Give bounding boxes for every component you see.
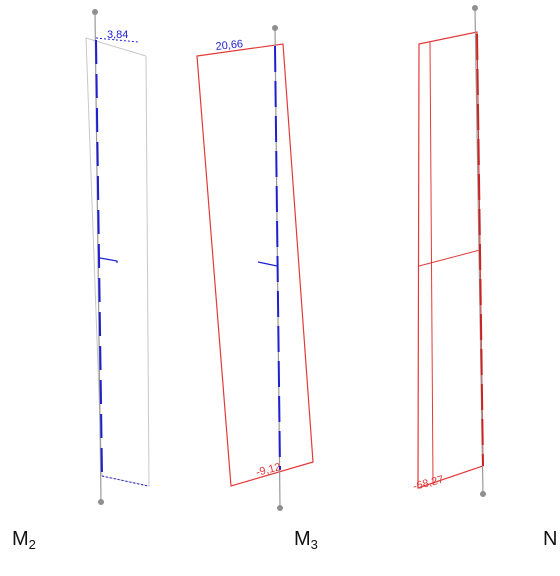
m3-crossing-marker: [257, 261, 278, 267]
m3-bottom-node: [277, 505, 283, 511]
caption-n-letter: N: [543, 528, 558, 550]
m3-bottom-value: -9,12: [255, 461, 282, 479]
n-mid-line: [418, 249, 481, 267]
n-diagram: -68,27: [412, 5, 486, 497]
n-top-node: [472, 5, 478, 11]
caption-m2-letter: M: [12, 528, 29, 550]
n-bottom-node: [480, 491, 486, 497]
caption-n: N: [543, 528, 557, 551]
m3-moment-outline: [196, 43, 314, 487]
m3-top-value: 20,66: [215, 38, 244, 53]
m2-dash-line: [95, 39, 103, 477]
n-force-outline: [417, 31, 484, 489]
m3-diagram: 20,66 -9,12: [196, 25, 314, 511]
m2-crossing-marker: [99, 257, 118, 263]
n-bottom-value: -68,27: [412, 474, 445, 493]
m2-bottom-node: [98, 499, 104, 505]
m2-top-value: 3,84: [107, 29, 128, 41]
m2-top-dotted-line: [95, 37, 139, 43]
n-member-axis: [474, 7, 484, 495]
n-dash-line: [476, 33, 484, 467]
m2-diagram: 3,84: [85, 9, 150, 505]
caption-m3: M3: [294, 528, 318, 552]
m3-top-node: [272, 25, 278, 31]
caption-m2: M2: [12, 528, 36, 552]
caption-m3-sub: 3: [310, 537, 318, 552]
m3-dash-line: [274, 45, 281, 471]
m2-moment-outline: [85, 37, 150, 487]
caption-m2-sub: 2: [28, 537, 36, 552]
caption-m3-letter: M: [294, 528, 311, 550]
m2-top-node: [92, 9, 98, 15]
